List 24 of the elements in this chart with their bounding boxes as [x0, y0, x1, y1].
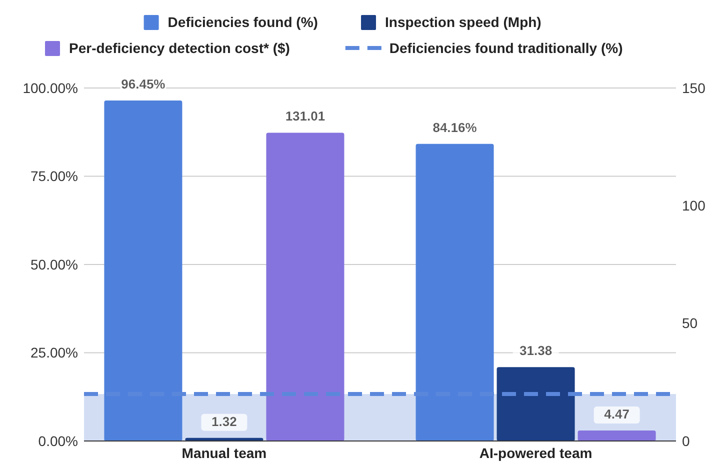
x-tick-label: Manual team — [182, 445, 267, 461]
legend-label: Deficiencies found traditionally (%) — [389, 40, 623, 56]
legend-label: Per-deficiency detection cost* ($) — [69, 40, 290, 56]
data-label: 84.16% — [432, 120, 478, 135]
data-label: 4.47 — [604, 406, 630, 422]
data-label: 96.45% — [121, 76, 166, 92]
y-tick-label: 0.00% — [38, 432, 78, 449]
bar — [578, 430, 656, 441]
data-label: 1.32 — [212, 414, 237, 429]
y-tick-label: 100.00% — [22, 80, 78, 96]
y-tick-label: 50.00% — [30, 256, 78, 272]
bar — [496, 367, 575, 441]
data-label: 31.38 — [520, 343, 552, 358]
legend-label: Inspection speed (Mph) — [385, 14, 542, 30]
legend-label: Deficiencies found (%) — [168, 14, 318, 30]
x-tick-label: AI-powered team — [479, 445, 592, 461]
bar — [266, 132, 344, 441]
data-label: 131.01 — [285, 108, 326, 124]
y2-tick-label: 50 — [682, 315, 698, 332]
y-tick-label: 75.00% — [30, 168, 78, 184]
y2-tick-label: 0 — [682, 432, 690, 449]
y2-tick-label: 150 — [682, 80, 706, 96]
y2-tick-label: 100 — [682, 198, 706, 214]
y-tick-label: 25.00% — [30, 344, 78, 361]
